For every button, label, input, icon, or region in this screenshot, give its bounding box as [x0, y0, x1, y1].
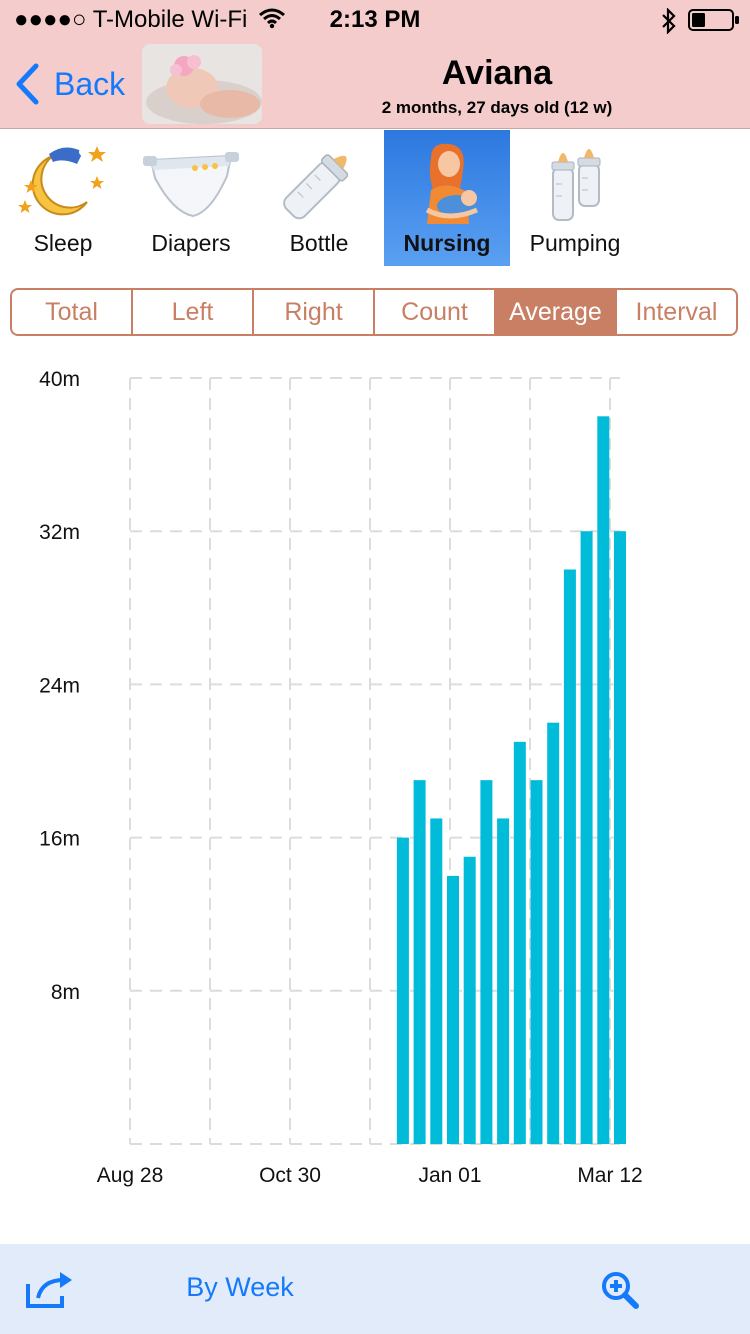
chart-bar	[430, 818, 443, 1144]
chart-bar	[597, 416, 610, 1144]
tab-label: Diapers	[151, 230, 231, 256]
x-tick-label: Oct 30	[259, 1164, 321, 1187]
tab-bottle[interactable]: Bottle	[256, 130, 382, 266]
chart-bar	[396, 837, 409, 1144]
average-nursing-chart[interactable]: 8m 16m 24m 32m 40m Aug 28 Oct 30 Jan 01 Mar 12	[0, 350, 750, 1230]
y-tick-label: 8m	[51, 981, 80, 1004]
baby-name: Aviana	[441, 54, 553, 92]
chart-bar	[614, 531, 626, 1144]
nursing-mother-icon	[425, 143, 478, 224]
zoom-in-icon[interactable]	[600, 1270, 640, 1310]
segment-interval[interactable]: Interval	[635, 298, 718, 326]
segment-count[interactable]: Count	[375, 290, 496, 334]
clock: 2:13 PM	[329, 6, 421, 33]
segment-left[interactable]: Left	[133, 290, 254, 334]
chart-bar	[580, 531, 593, 1144]
chart-bar	[563, 569, 576, 1144]
tab-diapers[interactable]: Diapers	[128, 130, 254, 266]
chart-bar	[480, 780, 493, 1144]
y-tick-label: 16m	[39, 828, 80, 851]
diaper-icon	[143, 152, 239, 218]
tab-sleep[interactable]: Sleep	[0, 130, 126, 266]
chevron-left-icon	[16, 63, 39, 105]
tab-label: Pumping	[529, 230, 621, 256]
chart-bar	[530, 780, 543, 1144]
carrier-signal: ●●●●○ T-Mobile Wi-Fi	[14, 6, 286, 34]
x-tick-label: Mar 12	[577, 1164, 642, 1187]
tab-label: Sleep	[33, 230, 93, 256]
metric-segmented-control: Total Left Right Count Average Interval	[10, 288, 738, 336]
chart-bar	[463, 856, 476, 1144]
segment-average[interactable]: Average	[496, 290, 617, 334]
group-by-button[interactable]: By Week	[186, 1272, 294, 1302]
y-tick-label: 40m	[39, 368, 80, 391]
chart-bar	[413, 780, 426, 1144]
chart-bar	[547, 722, 560, 1144]
baby-photo	[142, 44, 262, 124]
x-tick-label: Jan 01	[418, 1164, 481, 1187]
battery-icon	[688, 9, 739, 31]
tab-label: Bottle	[289, 230, 349, 256]
baby-bottle-icon	[283, 154, 349, 220]
chart-bar	[497, 818, 510, 1144]
x-tick-label: Aug 28	[97, 1164, 164, 1187]
y-tick-label: 32m	[39, 521, 80, 544]
back-button[interactable]: Back	[14, 63, 126, 105]
pump-bottles-icon	[551, 149, 601, 221]
chart-bar	[513, 741, 526, 1144]
baby-avatar[interactable]	[142, 44, 262, 124]
tab-pumping[interactable]: Pumping	[512, 130, 638, 266]
chart-bar	[447, 875, 459, 1144]
bar-chart: 8m 16m 24m 32m 40m Aug 28 Oct 30 Jan 01 Mar 12	[39, 368, 643, 1187]
baby-age: 2 months, 27 days old (12 w)	[381, 98, 613, 117]
bottom-toolbar: By Week	[0, 1244, 750, 1334]
carrier-label: ●●●●○ T-Mobile Wi-Fi	[14, 6, 248, 33]
share-icon[interactable]	[24, 1270, 78, 1310]
segment-total[interactable]: Total	[12, 290, 133, 334]
status-bar: ●●●●○ T-Mobile Wi-Fi 2:13 PM	[0, 0, 750, 40]
wifi-icon	[259, 8, 286, 29]
navigation-bar: Back Aviana 2 months, 27 days old (12 w)	[0, 40, 750, 129]
back-label: Back	[54, 65, 126, 102]
y-tick-label: 24m	[39, 674, 80, 697]
tab-nursing[interactable]: Nursing	[384, 130, 510, 266]
bluetooth-icon	[662, 8, 676, 34]
segment-right[interactable]: Right	[254, 290, 375, 334]
tab-label: Nursing	[403, 230, 491, 256]
moon-stars-icon	[18, 146, 106, 216]
